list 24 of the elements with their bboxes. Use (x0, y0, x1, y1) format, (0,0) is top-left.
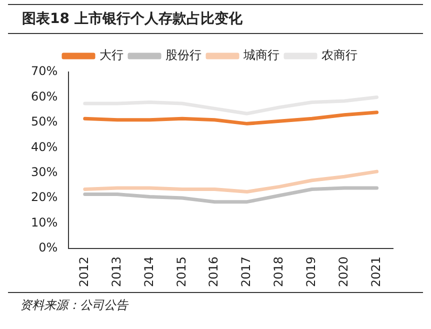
x-tick-label: 2021 (368, 256, 383, 288)
x-tick-label: 2013 (109, 256, 124, 288)
chart-title: 图表18 上市银行个人存款占比变化 (8, 4, 423, 34)
legend-label: 农商行 (322, 48, 358, 62)
x-tick-label: 2015 (174, 256, 188, 288)
y-tick-label: 10% (31, 215, 58, 230)
x-tick-label: 2014 (142, 256, 156, 288)
y-tick-label: 70% (31, 64, 58, 78)
legend-label: 大行 (100, 48, 124, 62)
y-tick-label: 50% (31, 114, 58, 129)
x-tick-label: 2012 (77, 256, 92, 288)
y-tick-label: 60% (31, 89, 58, 104)
y-tick-label: 20% (31, 190, 58, 204)
x-tick-label: 2019 (304, 256, 318, 288)
legend-label: 股份行 (166, 48, 202, 62)
y-tick-label: 0% (38, 240, 58, 255)
y-tick-label: 40% (31, 140, 58, 154)
text: 资料来源：公司公告 (8, 292, 423, 314)
x-tick-label: 2016 (206, 256, 221, 288)
legend-label: 城商行 (242, 48, 280, 62)
x-tick-label: 2017 (239, 256, 254, 288)
x-tick-label: 2020 (336, 256, 350, 288)
x-tick-label: 2018 (272, 256, 286, 288)
y-tick-label: 30% (31, 164, 58, 179)
